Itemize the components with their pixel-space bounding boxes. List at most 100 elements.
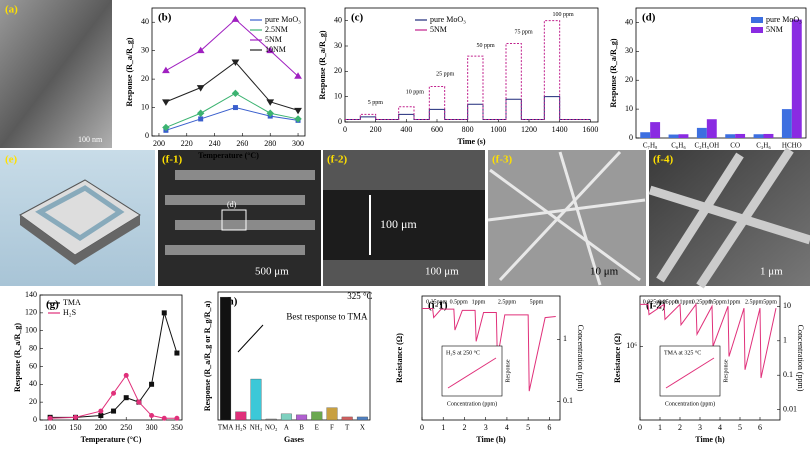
x-tick-label: 600 — [431, 125, 443, 134]
point — [111, 408, 117, 414]
inset-curve — [447, 357, 497, 389]
panel-label: (d) — [642, 12, 656, 24]
annotation: 0.5ppm — [450, 300, 469, 306]
annotation: 0.25ppm — [692, 300, 714, 306]
point — [47, 415, 53, 421]
annotation: 1ppm — [472, 300, 486, 306]
annotation: 5ppm — [530, 300, 544, 306]
plot-frame — [151, 7, 306, 137]
x-tick-label: 220 — [181, 139, 193, 148]
y-tick-label: 0 — [33, 415, 37, 424]
x-tick-label: NH₃ — [250, 424, 263, 432]
bar — [220, 296, 232, 421]
y-tick-label: 30 — [334, 41, 342, 50]
series-line — [422, 307, 556, 392]
x-tick-label: C₇H₈ — [643, 142, 658, 150]
y-tick-label: 10 — [141, 102, 149, 111]
inset-title: TMA at 325 °C — [664, 349, 701, 356]
x-tick-label: C₂H₅OH — [694, 142, 719, 150]
x-tick-label: NO₂ — [265, 424, 278, 432]
scale-label: 1 μm — [760, 266, 783, 278]
x-tick-label: CO — [730, 142, 740, 150]
annotation: 25 ppm — [436, 71, 455, 77]
x-tick-label: 2 — [462, 423, 466, 432]
series-line — [345, 20, 591, 120]
x-tick-label: 5 — [526, 423, 530, 432]
y-axis-label: Response (R_a/R_g) — [125, 37, 134, 106]
x-axis-label: Temperature (°C) — [81, 435, 142, 444]
annotation-arrow — [237, 324, 264, 353]
annotation: 2.5ppm — [745, 300, 764, 306]
bar — [668, 134, 679, 138]
point — [196, 109, 205, 117]
series-line — [50, 312, 178, 418]
panel-label: (f-3) — [492, 154, 512, 166]
x-tick-label: 400 — [400, 125, 412, 134]
x-tick-label: 280 — [264, 139, 276, 148]
x-tick-label: 1200 — [521, 125, 537, 134]
scale-label: 100 μm — [425, 266, 459, 278]
x-tick-label: 240 — [209, 139, 221, 148]
y-tick-label: 100 — [25, 326, 37, 335]
panel-label: (b) — [158, 12, 172, 24]
point — [198, 116, 204, 122]
x-tick-label: TMA — [218, 424, 234, 432]
legend-label: 5NM — [766, 25, 783, 34]
x-axis-label: Temperature (°C) — [198, 151, 259, 160]
marker-label: 100 μm — [380, 217, 417, 231]
y-tick-label: 120 — [25, 308, 37, 317]
annotation: 0.5ppm — [709, 300, 728, 306]
bar — [678, 134, 689, 138]
x-tick-label: 2 — [678, 423, 682, 432]
annotation: 325 °C — [347, 291, 372, 301]
y-tick-label: 10⁶ — [626, 341, 637, 350]
scale-label: 10 μm — [590, 266, 619, 278]
bar — [640, 132, 651, 138]
x-tick-label: 1000 — [490, 125, 506, 134]
panel-label: (f-1) — [162, 154, 182, 166]
annotation: 75 ppm — [515, 29, 534, 35]
annotation: 0.1ppm — [675, 300, 694, 306]
x-tick-label: 150 — [70, 423, 82, 432]
legend-label: 5NM — [430, 25, 447, 34]
annotation: 0.25ppm — [426, 300, 448, 306]
panel-label: (g) — [46, 299, 59, 311]
y-tick-label: 60 — [29, 361, 37, 370]
y-tick-label: 40 — [625, 17, 633, 26]
point — [294, 115, 302, 123]
y-tick-label: 30 — [625, 46, 633, 55]
point — [266, 109, 274, 117]
x-axis-label: Time (h) — [695, 435, 725, 444]
x-tick-label: 100 — [44, 423, 56, 432]
x-tick-label: 0 — [420, 423, 424, 432]
bar — [725, 134, 736, 138]
panel-label: (a) — [5, 4, 18, 16]
annotation: 5ppm — [763, 300, 777, 306]
x-tick-label: 260 — [236, 139, 248, 148]
inset-frame — [659, 345, 721, 397]
inset-x-label: Concentration (ppm) — [665, 400, 715, 407]
annotation: 0.025ppm — [643, 300, 668, 306]
x-tick-label: 4 — [718, 423, 722, 432]
y-tick-label: 40 — [29, 379, 37, 388]
plot-frame — [39, 294, 183, 421]
point — [196, 46, 205, 54]
point — [123, 372, 129, 378]
bar — [235, 411, 247, 421]
annotation: 0.05ppm — [658, 300, 680, 306]
device-side — [20, 215, 140, 265]
point — [232, 105, 238, 111]
y-tick-label: 140 — [25, 290, 37, 299]
y-axis-label: Resistance (Ω) — [395, 333, 404, 383]
zoom-box — [221, 209, 247, 231]
point — [294, 107, 302, 115]
plot-frame — [421, 295, 561, 421]
point — [174, 415, 180, 421]
x-tick-label: 3 — [698, 423, 702, 432]
y2-tick-label: 0.01 — [783, 404, 797, 413]
x-tick-label: 200 — [370, 125, 382, 134]
y-tick-label: 20 — [625, 75, 633, 84]
x-tick-label: 250 — [120, 423, 132, 432]
y-tick-label: 20 — [141, 74, 149, 83]
